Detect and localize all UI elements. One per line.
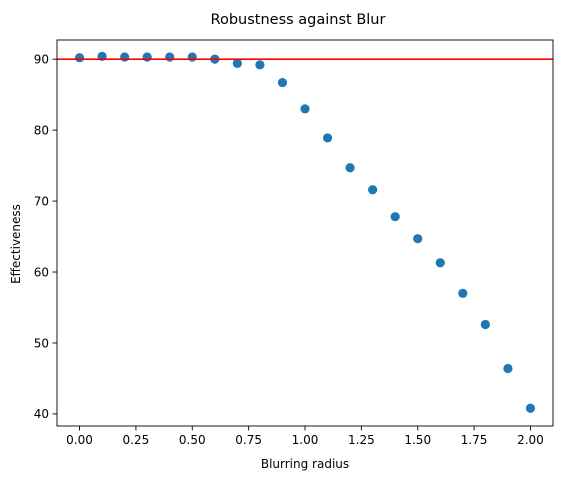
data-point <box>74 53 85 63</box>
data-point <box>187 52 197 62</box>
x-tick-label: 1.25 <box>348 433 375 447</box>
data-point <box>300 104 310 114</box>
x-tick-label: 0.50 <box>179 433 206 447</box>
y-tick-label: 70 <box>34 194 49 208</box>
y-tick-label: 40 <box>34 407 49 421</box>
data-point <box>435 258 445 268</box>
y-tick-label: 90 <box>34 52 49 66</box>
data-point <box>232 58 242 69</box>
data-point <box>277 77 288 88</box>
x-axis-label: Blurring radius <box>261 457 349 471</box>
x-tick-label: 1.00 <box>292 433 319 447</box>
data-point <box>390 212 400 222</box>
data-point <box>368 185 378 195</box>
data-point <box>322 133 333 143</box>
y-axis-label: Effectiveness <box>9 204 23 284</box>
data-point <box>255 60 265 70</box>
x-tick-label: 1.75 <box>461 433 488 447</box>
data-point <box>142 52 152 62</box>
x-tick-label: 0.75 <box>235 433 262 447</box>
y-tick-label: 80 <box>34 123 49 137</box>
data-point <box>165 52 175 62</box>
y-tick-label: 60 <box>34 265 49 279</box>
y-tick-label: 50 <box>34 336 49 350</box>
data-point <box>413 234 423 244</box>
x-tick-label: 2.00 <box>517 433 544 447</box>
data-point <box>503 363 513 374</box>
data-point <box>525 403 536 413</box>
chart-title: Robustness against Blur <box>211 12 386 28</box>
data-point <box>345 163 355 173</box>
x-tick-label: 1.50 <box>404 433 431 447</box>
data-point <box>480 319 490 330</box>
plot-area: 0.00 0.25 0.50 0.75 1.00 1.25 1.50 1.75 2.00 40 50… <box>34 39 554 447</box>
x-tick-label: 0.25 <box>123 433 150 447</box>
data-point <box>458 288 468 298</box>
x-tick-label: 0.00 <box>66 433 93 447</box>
axes-frame <box>56 39 554 427</box>
data-point <box>120 52 130 62</box>
